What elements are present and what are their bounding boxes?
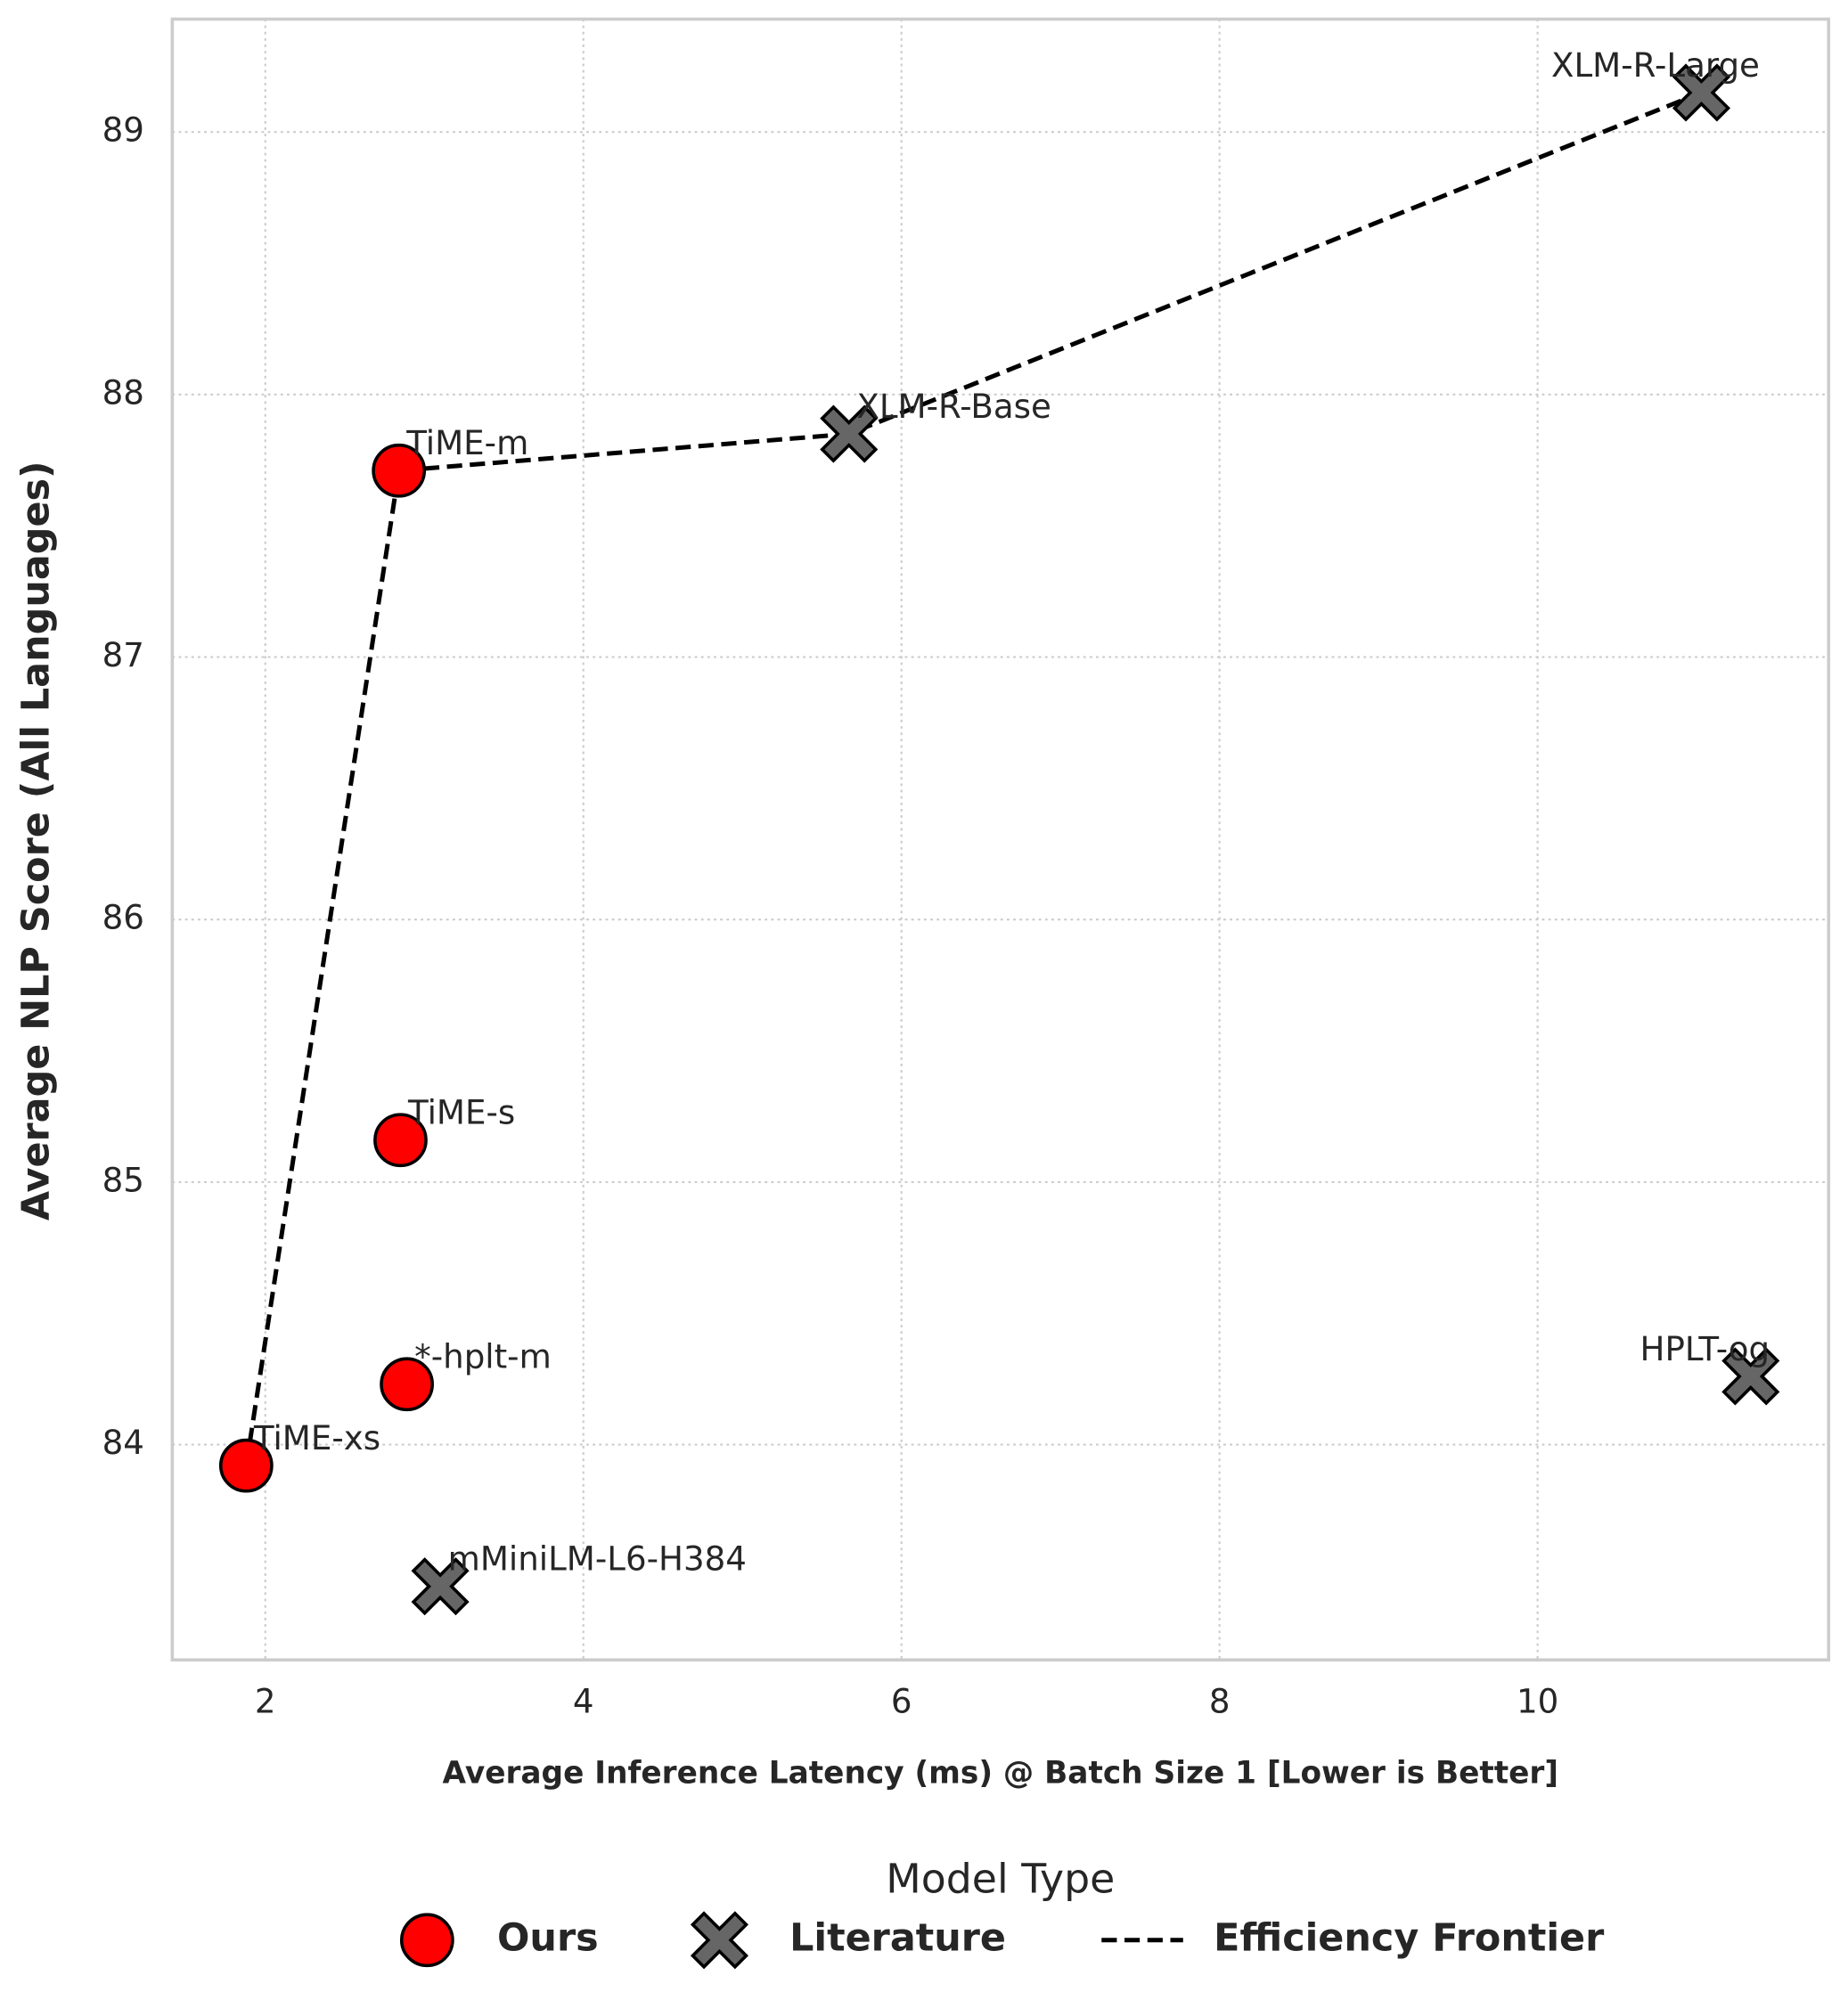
legend-label: Literature	[789, 1915, 1006, 1960]
y-tick-label: 85	[102, 1160, 144, 1199]
x-tick-label: 10	[1517, 1681, 1558, 1720]
legend-label: Efficiency Frontier	[1214, 1915, 1605, 1960]
x-tick-label: 4	[573, 1681, 594, 1720]
y-tick-label: 87	[102, 635, 144, 674]
y-tick-label: 88	[102, 372, 144, 412]
y-tick-label: 89	[102, 110, 144, 150]
point-label: TiME-s	[407, 1093, 515, 1132]
x-tick-label: 8	[1209, 1681, 1231, 1720]
data-point	[372, 443, 427, 498]
data-point	[1672, 63, 1731, 122]
data-point	[218, 1438, 274, 1493]
data-point	[1721, 1347, 1780, 1406]
frontier-line	[243, 90, 1703, 1466]
x-tick-label: 6	[891, 1681, 912, 1720]
legend-label: Ours	[497, 1915, 599, 1960]
point-label: XLM-R-Large	[1551, 45, 1760, 85]
y-tick-label: 86	[102, 898, 144, 937]
data-point	[820, 404, 879, 463]
data-point	[380, 1357, 434, 1412]
point-label: *-hplt-m	[414, 1337, 552, 1376]
x-axis-label: Average Inference Latency (ms) @ Batch S…	[443, 1755, 1558, 1791]
legend-marker	[399, 1913, 454, 1968]
data-point	[373, 1113, 428, 1168]
x-tick-label: 2	[255, 1681, 276, 1720]
point-label: TiME-xs	[253, 1418, 380, 1457]
legend-marker	[690, 1911, 749, 1970]
plot-frame	[170, 17, 1831, 1661]
point-label: XLM-R-Base	[856, 387, 1051, 426]
point-label: mMiniLM-L6-H384	[448, 1539, 747, 1579]
point-label: HPLT-og	[1639, 1329, 1770, 1368]
y-axis-label: Average NLP Score (All Languages)	[14, 461, 59, 1220]
point-label: TiME-m	[405, 423, 528, 462]
legend-title: Model Type	[886, 1856, 1115, 1903]
data-point	[411, 1557, 470, 1616]
y-tick-label: 84	[102, 1423, 144, 1462]
